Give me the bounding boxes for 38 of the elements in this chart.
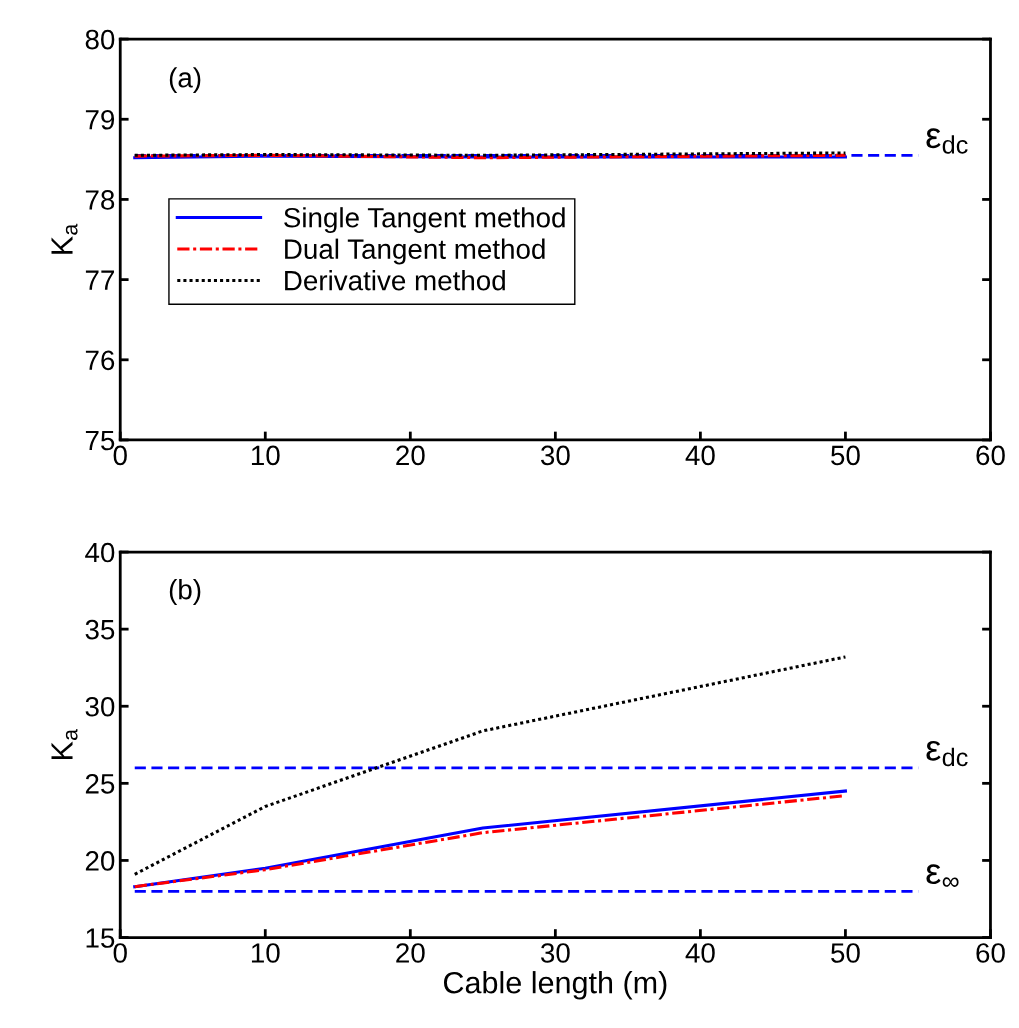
- line-series: [133, 655, 847, 876]
- y-tick-label: 25: [85, 774, 115, 794]
- y-tick-label: 40: [85, 542, 115, 563]
- x-tick-label: 10: [251, 445, 280, 466]
- annotation: (b): [169, 579, 201, 605]
- x-tick-label: 40: [685, 943, 715, 963]
- x-tick-label: 30: [540, 445, 570, 466]
- x-tick-label: 40: [685, 445, 715, 466]
- y-tick-label: 15: [86, 928, 115, 948]
- legend-label: Derivative method: [285, 270, 505, 291]
- annotation: (a): [169, 67, 201, 94]
- y-tick-label: 79: [85, 109, 115, 130]
- x-tick-label: 0: [113, 445, 127, 466]
- y-tick-label: 78: [85, 190, 115, 210]
- x-tick-label: 60: [976, 943, 1005, 963]
- y-tick-label: 20: [85, 851, 115, 871]
- x-tick-label: 30: [540, 943, 570, 963]
- y-axis-title: K$_{a}$: [51, 729, 78, 760]
- x-tick-label: 50: [831, 445, 860, 466]
- x-tick-label: 20: [396, 445, 425, 466]
- y-axis-title: K$_{a}$: [51, 223, 78, 254]
- legend-label: Dual Tangent method: [285, 238, 545, 265]
- y-tick-label: 30: [85, 696, 115, 717]
- ref-line-label: ε$_{dc}$: [926, 740, 968, 767]
- y-tick-label: 80: [85, 29, 115, 50]
- y-tick-label: 76: [85, 350, 115, 371]
- x-tick-label: 20: [396, 943, 425, 963]
- x-tick-label: 0: [113, 943, 127, 963]
- ref-line-label: ε$_{∞}$: [926, 864, 959, 887]
- y-tick-label: 35: [85, 619, 115, 640]
- y-tick-label: 77: [85, 270, 114, 290]
- legend-label: Single Tangent method: [284, 207, 565, 234]
- x-tick-label: 10: [251, 943, 280, 963]
- x-tick-label: 50: [831, 943, 860, 963]
- x-tick-label: 60: [976, 445, 1005, 466]
- ref-line-label: ε$_{dc}$: [926, 128, 968, 154]
- x-axis-title: Cable length (m): [443, 971, 667, 1000]
- y-tick-label: 75: [85, 430, 115, 451]
